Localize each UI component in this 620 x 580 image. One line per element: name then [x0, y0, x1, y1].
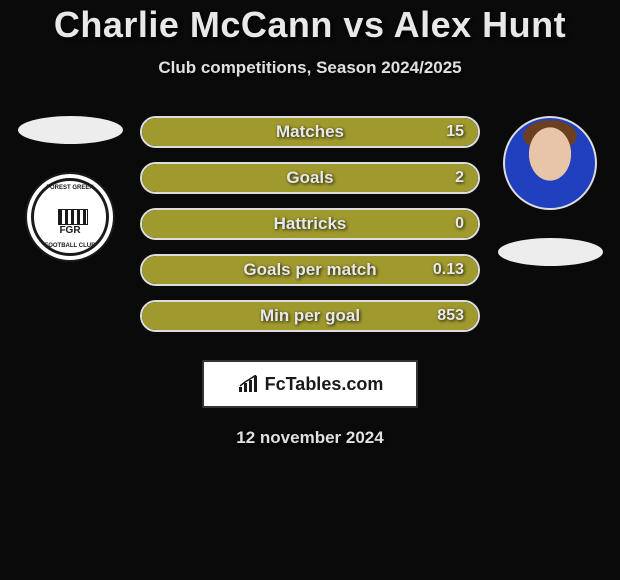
- date-line: 12 november 2024: [0, 428, 620, 448]
- right-player-oval: [498, 238, 603, 266]
- club-text-top: FOREST GREEN: [34, 185, 106, 191]
- stat-label: Goals per match: [142, 256, 478, 284]
- stat-bar: Goals per match0.13: [140, 254, 480, 286]
- stats-section: FOREST GREEN FGR FOOTBALL CLUB Matches15…: [0, 116, 620, 346]
- stat-value-right: 0: [455, 210, 464, 238]
- stat-value-right: 0.13: [433, 256, 464, 284]
- stat-label: Min per goal: [142, 302, 478, 330]
- stat-value-right: 15: [446, 118, 464, 146]
- left-player-oval: [18, 116, 123, 144]
- club-text-bot: FOOTBALL CLUB: [34, 243, 106, 249]
- stat-bar: Hattricks0: [140, 208, 480, 240]
- stat-bar: Min per goal853: [140, 300, 480, 332]
- subtitle: Club competitions, Season 2024/2025: [0, 58, 620, 78]
- brand-text: FcTables.com: [265, 374, 384, 395]
- left-player-column: FOREST GREEN FGR FOOTBALL CLUB: [10, 116, 130, 262]
- stat-bar: Matches15: [140, 116, 480, 148]
- stat-rows: Matches15 Goals2 Hattricks0 Goals per match…: [140, 116, 480, 346]
- page-title: Charlie McCann vs Alex Hunt: [0, 0, 620, 46]
- right-player-photo: [503, 116, 597, 210]
- stat-value-right: 853: [437, 302, 464, 330]
- stat-label: Goals: [142, 164, 478, 192]
- club-badge-inner: FOREST GREEN FGR FOOTBALL CLUB: [31, 178, 109, 256]
- stat-value-right: 2: [455, 164, 464, 192]
- club-abbrev: FGR: [59, 225, 80, 236]
- right-player-column: [490, 116, 610, 266]
- stat-label: Matches: [142, 118, 478, 146]
- stat-bar: Goals2: [140, 162, 480, 194]
- chart-icon: [237, 375, 259, 393]
- left-club-badge: FOREST GREEN FGR FOOTBALL CLUB: [25, 172, 115, 262]
- brand-box[interactable]: FcTables.com: [202, 360, 418, 408]
- stat-label: Hattricks: [142, 210, 478, 238]
- club-stripes-icon: [58, 209, 88, 225]
